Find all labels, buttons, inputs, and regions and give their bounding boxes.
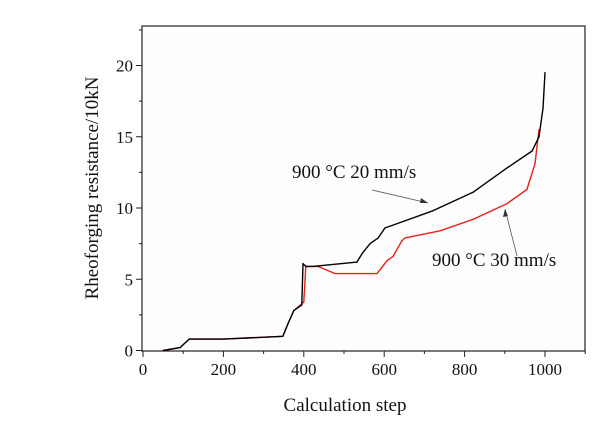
annotation-20mms-arrow: [371, 189, 429, 204]
annotation-30mms-arrow: [504, 208, 518, 257]
annotation-30mms: 900 °C 30 mm/s: [432, 250, 556, 271]
data-point: [404, 237, 406, 239]
data-point: [287, 322, 289, 325]
data-point: [544, 72, 546, 74]
x-tick-label: 800: [452, 360, 478, 379]
x-tick-label: 1000: [528, 360, 562, 379]
data-point: [506, 167, 508, 169]
y-tick-label: 5: [125, 270, 134, 289]
data-point: [392, 255, 394, 258]
x-tick-label: 400: [291, 360, 317, 379]
data-point: [439, 230, 441, 232]
series-line-20mms: [162, 72, 546, 352]
data-point: [188, 338, 190, 340]
data-point: [293, 310, 295, 312]
data-point: [538, 136, 540, 138]
annotation-20mms: 900 °C 20 mm/s: [292, 162, 416, 183]
data-point: [361, 253, 363, 255]
data-point: [531, 150, 533, 152]
data-point: [472, 218, 474, 220]
data-point: [534, 163, 536, 165]
x-tick-label: 200: [211, 360, 237, 379]
data-point: [401, 240, 403, 242]
data-point: [334, 272, 336, 275]
x-axis-label: Calculation step: [284, 395, 407, 416]
data-point: [384, 227, 386, 229]
data-point: [506, 203, 508, 205]
data-point: [179, 347, 181, 349]
y-axis-label: Rheoforging resistance/10kN: [82, 76, 103, 299]
data-point: [376, 272, 378, 275]
data-point: [302, 262, 304, 265]
data-point: [526, 188, 528, 191]
y-tick-label: 20: [116, 57, 133, 76]
data-point: [312, 265, 314, 268]
annotation-30mms-arrowhead: [503, 209, 508, 217]
data-point: [282, 335, 284, 337]
x-tick-label: 0: [139, 360, 148, 379]
data-point: [222, 338, 224, 340]
y-tick-label: 0: [125, 342, 134, 361]
data-point: [305, 265, 307, 268]
data-point: [356, 261, 358, 263]
data-point: [432, 210, 434, 212]
data-point: [392, 224, 394, 226]
annotation-20mms-arrowhead: [420, 198, 428, 203]
data-point: [542, 107, 544, 109]
data-point: [162, 349, 164, 352]
plot-frame: [141, 25, 586, 352]
x-tick-label: 600: [371, 360, 397, 379]
data-point: [377, 237, 379, 239]
data-point: [301, 304, 303, 306]
y-tick-label: 10: [116, 199, 133, 218]
y-tick-label: 15: [116, 128, 133, 147]
data-point: [369, 243, 371, 245]
data-point: [303, 301, 305, 303]
data-point: [472, 191, 474, 193]
data-point: [386, 260, 388, 262]
